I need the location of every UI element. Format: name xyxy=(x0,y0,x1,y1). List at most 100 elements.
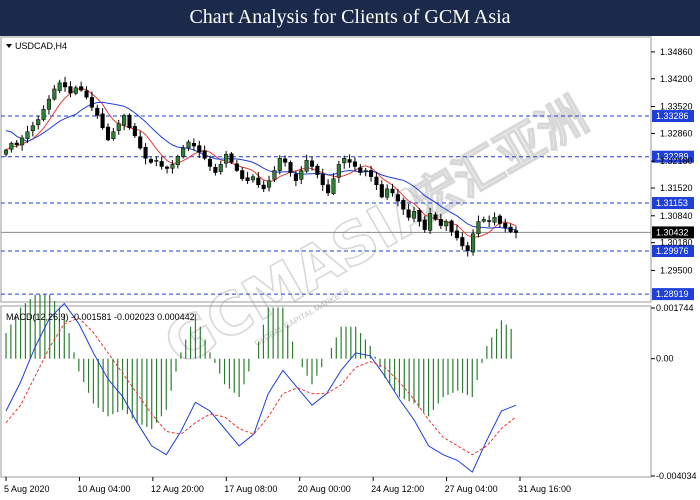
candle-body xyxy=(476,221,481,235)
candle-body xyxy=(36,119,41,126)
candle-body xyxy=(395,194,400,202)
level-price-box xyxy=(652,288,694,301)
candle-body xyxy=(422,219,427,230)
candle-body xyxy=(105,126,111,141)
candle-body xyxy=(132,126,137,137)
candle-body xyxy=(454,230,459,239)
candle-body xyxy=(508,226,513,232)
candle-body xyxy=(481,219,486,222)
current-price-box xyxy=(652,226,694,239)
time-tick-label: 27 Aug 04:00 xyxy=(445,484,498,494)
candle-body xyxy=(245,177,250,181)
candle-body xyxy=(68,86,73,94)
candle-body xyxy=(218,164,223,172)
watermark-cjk-text: 宏汇亚洲 xyxy=(402,87,596,232)
candle-body xyxy=(374,176,379,186)
candle-body xyxy=(331,178,336,194)
candle-body xyxy=(449,220,454,232)
candle-body xyxy=(385,188,390,198)
time-tick-label: 17 Aug 08:00 xyxy=(224,484,277,494)
price-tick-label: 1.33520 xyxy=(660,102,693,112)
candle-body xyxy=(148,159,153,163)
candle-body xyxy=(46,98,51,110)
candle-body xyxy=(293,173,298,181)
candle-body xyxy=(100,113,105,128)
candle-body xyxy=(304,160,309,172)
candle-body xyxy=(256,177,261,186)
candle-body xyxy=(197,145,202,153)
candle-body xyxy=(283,158,288,163)
time-tick-label: 20 Aug 00:00 xyxy=(298,484,351,494)
price-tick-label: 1.34860 xyxy=(660,47,693,57)
price-tick-label: 1.34200 xyxy=(660,74,693,84)
symbol-dropdown-icon[interactable] xyxy=(6,44,12,48)
candle-body xyxy=(20,137,25,146)
price-tick-label: 1.31520 xyxy=(660,183,693,193)
candle-body xyxy=(9,142,14,150)
candle-body xyxy=(261,184,266,190)
candle-body xyxy=(288,162,293,173)
candle-body xyxy=(417,210,422,222)
candle-body xyxy=(503,222,508,228)
price-axis: 1.34860 1.34200 1.33520 1.32860 1.32180 1.315… xyxy=(651,47,693,275)
time-tick-label: 10 Aug 04:00 xyxy=(77,484,130,494)
candle-body xyxy=(30,125,35,131)
time-tick-label: 5 Aug 2020 xyxy=(4,484,50,494)
candle-body xyxy=(336,164,341,178)
candle-body xyxy=(181,147,186,157)
candle-body xyxy=(89,97,94,108)
candle-body xyxy=(379,184,384,198)
candle-body xyxy=(165,166,170,169)
macd-label: MACD(12,26,9) -0.001581 -0.002023 0.0004… xyxy=(6,312,195,322)
candle-body xyxy=(342,158,347,164)
candle-body xyxy=(309,160,315,167)
candle-body xyxy=(250,176,255,181)
macd-line xyxy=(5,302,517,473)
page-title: Chart Analysis for Clients of GCM Asia xyxy=(189,6,511,28)
candle-body xyxy=(3,149,9,155)
candle-body xyxy=(154,160,159,162)
signal-line xyxy=(5,317,517,456)
candle-body xyxy=(229,153,234,163)
candle-body xyxy=(116,123,121,131)
candle-body xyxy=(63,82,68,88)
candle-body xyxy=(84,90,89,98)
level-price-label: 1.33286 xyxy=(656,111,689,121)
candle-body xyxy=(326,184,331,194)
candle-body xyxy=(465,245,470,252)
candle-body xyxy=(277,158,282,171)
candle-body xyxy=(471,233,476,253)
candle-body xyxy=(224,153,229,164)
level-price-box xyxy=(652,110,694,123)
level-price-label: 1.32289 xyxy=(656,152,689,162)
candle-body xyxy=(315,165,320,175)
header-bar: Chart Analysis for Clients of GCM Asia xyxy=(0,0,700,36)
candle-body xyxy=(433,214,438,220)
level-price-box xyxy=(652,197,694,210)
symbol-label: USDCAD,H4 xyxy=(15,41,67,51)
candle-body xyxy=(352,161,357,167)
candle-body xyxy=(369,170,374,177)
candle-body xyxy=(406,209,411,218)
level-price-box xyxy=(652,245,694,258)
candle-body xyxy=(159,161,164,167)
candle-body xyxy=(513,230,519,233)
macd-panel-frame xyxy=(0,305,652,478)
candle-body xyxy=(73,87,78,94)
level-price-label: 1.28919 xyxy=(656,289,689,299)
candle-body xyxy=(492,217,497,223)
candle-body xyxy=(25,131,30,139)
watermark: GCMASIA 宏汇亚洲 GLOBAL CAPITAL MARKETS xyxy=(152,87,597,381)
macd-tick-label: -0.004034 xyxy=(656,471,697,481)
candle-body xyxy=(411,211,417,219)
level-price-label: 1.29976 xyxy=(656,246,689,256)
candle-body xyxy=(497,215,502,224)
candle-body xyxy=(428,213,433,231)
candle-body xyxy=(127,114,132,128)
candle-body xyxy=(240,170,245,179)
macd-indicator: 0.001744 0.00 -0.004034 xyxy=(5,294,697,481)
candle-body xyxy=(487,220,492,222)
candle-body xyxy=(347,159,352,163)
candle-body xyxy=(52,88,57,100)
candle-body xyxy=(138,136,143,149)
